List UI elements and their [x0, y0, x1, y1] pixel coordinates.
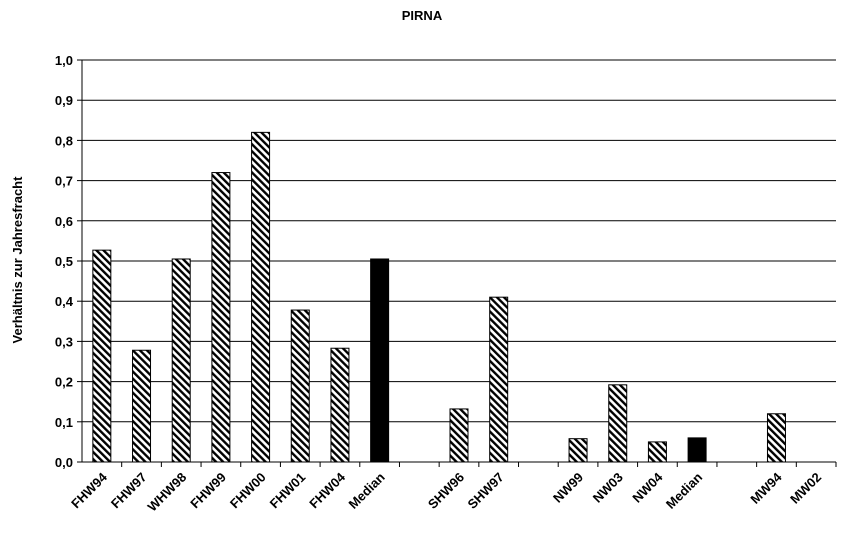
y-tick-label: 0,3 — [55, 334, 73, 349]
y-tick-label: 0,5 — [55, 254, 73, 269]
x-tick-label: FHW01 — [267, 470, 309, 512]
bar — [92, 249, 112, 463]
y-tick-label: 0,6 — [55, 214, 73, 229]
bar — [568, 438, 588, 463]
axes — [81, 60, 836, 463]
x-tick-label: FHW00 — [227, 470, 269, 512]
grid-lines — [77, 59, 836, 463]
y-tick-label: 0,0 — [55, 455, 73, 470]
chart-title: PIRNA — [402, 8, 443, 23]
bar — [489, 296, 509, 463]
bar — [211, 172, 231, 463]
x-tick-label: MW94 — [747, 469, 785, 507]
bar — [171, 258, 191, 463]
x-tick-label: NW04 — [629, 469, 666, 506]
x-tick-label: FHW94 — [68, 469, 110, 511]
x-tick-label: SHW96 — [425, 470, 467, 512]
bar — [608, 384, 628, 463]
y-tick-labels: 0,0 0,1 0,2 0,3 0,4 0,5 0,6 0,7 0,8 0,9 1,0 — [55, 53, 74, 470]
x-tick-label: FHW97 — [108, 470, 150, 512]
x-tick-label: NW03 — [590, 470, 626, 506]
x-tick-labels: FHW94FHW97WHW98FHW99FHW00FHW01FHW04Media… — [68, 462, 837, 515]
y-tick-label: 0,1 — [55, 415, 73, 430]
x-tick-label: WHW98 — [145, 470, 190, 515]
bars — [92, 131, 786, 463]
bar — [330, 347, 350, 463]
y-tick-label: 0,2 — [55, 375, 73, 390]
y-axis-title: Verhältnis zur Jahresfracht — [10, 176, 25, 344]
x-tick-label: FHW04 — [306, 469, 348, 511]
x-tick-label: SHW97 — [465, 470, 507, 512]
bar — [132, 349, 152, 463]
y-tick-label: 0,9 — [55, 93, 73, 108]
y-tick-label: 0,7 — [55, 174, 73, 189]
x-tick-label: NW99 — [550, 470, 586, 506]
bar — [687, 437, 707, 463]
x-tick-label: FHW99 — [187, 470, 229, 512]
x-tick-label: Median — [663, 469, 705, 511]
bar — [290, 309, 310, 463]
bar — [251, 131, 271, 463]
x-tick-label: Median — [345, 469, 387, 511]
bar — [766, 413, 786, 463]
bar — [647, 441, 667, 463]
y-tick-label: 0,4 — [55, 294, 74, 309]
y-tick-label: 0,8 — [55, 133, 73, 148]
y-tick-label: 1,0 — [55, 53, 73, 68]
bar — [449, 408, 469, 463]
bar — [370, 258, 390, 463]
x-tick-label: MW02 — [787, 470, 824, 507]
